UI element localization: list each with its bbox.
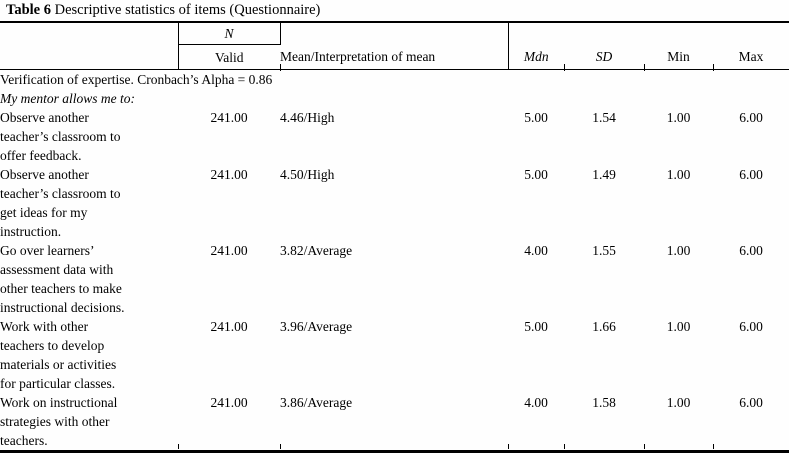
header-spacer-cell [508, 22, 789, 45]
table-number: Table 6 [6, 2, 51, 18]
mean-col-spacer-cell [280, 22, 509, 45]
max-value: 6.00 [739, 319, 763, 334]
table-title: Table 6 Descriptive statistics of items … [0, 0, 789, 21]
column-divider-tick [564, 444, 565, 449]
column-divider-tick [508, 444, 509, 449]
stub-header-cell [0, 44, 178, 70]
mean-interpretation-value: 4.46/High [280, 110, 335, 125]
mdn-value: 5.00 [524, 167, 548, 182]
column-divider-tick [644, 444, 645, 449]
col-header-mdn: Mdn [508, 44, 564, 70]
item-text: Go over learners’ assessment data with o… [0, 243, 125, 315]
cronbach-alpha-note: Verification of expertise. Cronbach’s Al… [0, 72, 273, 87]
sd-value: 1.58 [592, 395, 616, 410]
column-divider-tick [178, 444, 179, 449]
column-divider-tick [280, 444, 281, 449]
mdn-value: 5.00 [524, 319, 548, 334]
min-value: 1.00 [666, 167, 691, 182]
table-row: Observe another teacher’s classroom to g… [0, 165, 789, 241]
table-row: Work on instructional strategies with ot… [0, 393, 789, 452]
col-header-mean: Mean/Interpretation of mean [280, 44, 509, 70]
max-value: 6.00 [739, 243, 763, 258]
min-value: 1.00 [666, 319, 691, 334]
mean-interpretation-value: 4.50/High [280, 167, 335, 182]
max-value: 6.00 [739, 395, 763, 410]
column-divider-tick [713, 64, 714, 71]
max-value: 6.00 [739, 110, 763, 125]
col-header-max: Max [713, 44, 789, 70]
sd-value: 1.66 [592, 319, 616, 334]
mean-interpretation-value: 3.86/Average [280, 395, 353, 410]
sd-value: 1.49 [592, 167, 616, 182]
mean-interpretation-value: 3.82/Average [280, 243, 353, 258]
section-row: My mentor allows me to: [0, 89, 789, 108]
valid-n-value: 241.00 [210, 167, 248, 182]
header-row-columns: Valid Mean/Interpretation of mean Mdn SD… [0, 44, 789, 70]
item-text: Work on instructional strategies with ot… [0, 395, 118, 448]
min-value: 1.00 [666, 395, 691, 410]
table-row: Work with other teachers to develop mate… [0, 317, 789, 393]
mean-interpretation-value: 3.96/Average [280, 319, 353, 334]
col-group-n: N [177, 22, 281, 45]
header-row-spanner: N [0, 22, 789, 45]
column-divider-tick [280, 64, 281, 71]
valid-n-value: 241.00 [210, 110, 248, 125]
section-row: Verification of expertise. Cronbach’s Al… [0, 70, 789, 90]
item-text: Observe another teacher’s classroom to o… [0, 110, 121, 163]
col-header-min: Min [644, 44, 713, 70]
min-value: 1.00 [666, 110, 691, 125]
col-header-sd: SD [564, 44, 644, 70]
item-text: Observe another teacher’s classroom to g… [0, 167, 121, 239]
table-row: Observe another teacher’s classroom to o… [0, 108, 789, 165]
item-stem: My mentor allows me to: [0, 91, 135, 106]
descriptive-statistics-table: N Valid Mean/Interpretation of mean Mdn … [0, 21, 789, 453]
valid-n-value: 241.00 [210, 319, 248, 334]
valid-n-value: 241.00 [210, 395, 248, 410]
col-header-valid: Valid [177, 44, 280, 70]
mdn-value: 5.00 [524, 110, 548, 125]
column-divider-tick [564, 64, 565, 71]
table-row: Go over learners’ assessment data with o… [0, 241, 789, 317]
sd-value: 1.55 [592, 243, 616, 258]
column-divider-tick [644, 64, 645, 71]
table-caption: Descriptive statistics of items (Questio… [51, 2, 321, 18]
min-value: 1.00 [666, 243, 691, 258]
sd-value: 1.54 [592, 110, 616, 125]
mdn-value: 4.00 [524, 243, 548, 258]
mdn-value: 4.00 [524, 395, 548, 410]
stub-spacer-cell [0, 22, 178, 45]
item-text: Work with other teachers to develop mate… [0, 319, 117, 391]
column-divider-tick [713, 444, 714, 449]
valid-n-value: 241.00 [210, 243, 248, 258]
max-value: 6.00 [739, 167, 763, 182]
